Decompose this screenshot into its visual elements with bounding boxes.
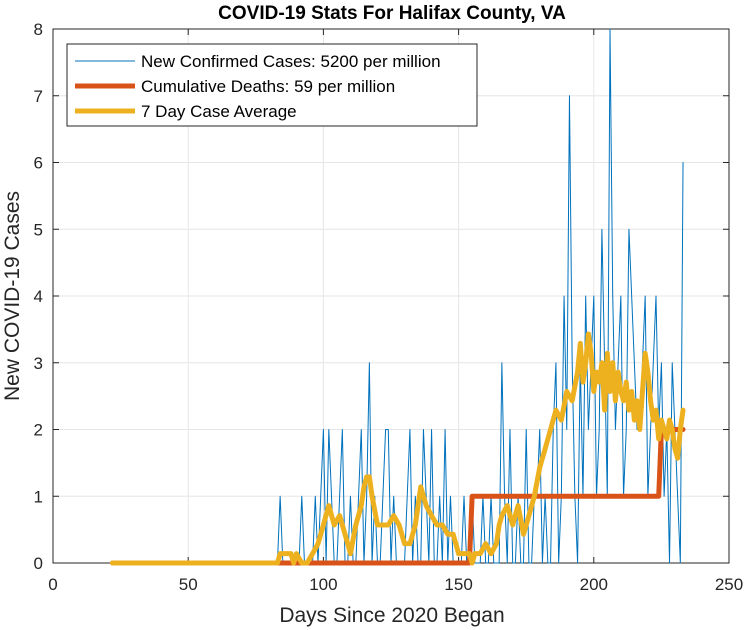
- legend-label-cumulative-deaths: Cumulative Deaths: 59 per million: [141, 77, 395, 96]
- x-tick-label: 150: [444, 575, 472, 594]
- y-tick-label: 4: [34, 287, 43, 306]
- x-tick-label: 100: [309, 575, 337, 594]
- x-tick-label: 250: [715, 575, 743, 594]
- legend-label-7day-average: 7 Day Case Average: [141, 102, 297, 121]
- series-line-new-cases: [111, 28, 684, 564]
- tick-labels: 0 50 100 150 200 250 0 1 2 3 4 5 6 7 8: [34, 20, 744, 594]
- y-tick-label: 0: [34, 554, 43, 573]
- y-axis-label: New COVID-19 Cases: [1, 191, 24, 401]
- y-tick-label: 1: [34, 487, 43, 506]
- y-tick-label: 7: [34, 87, 43, 106]
- chart-title: COVID-19 Stats For Halifax County, VA: [218, 3, 566, 24]
- series-line-7day-average: [109, 331, 686, 566]
- series-layer: [109, 28, 686, 566]
- x-tick-label: 50: [179, 575, 198, 594]
- x-axis-label: Days Since 2020 Began: [279, 604, 504, 627]
- y-tick-label: 3: [34, 354, 43, 373]
- y-tick-label: 8: [34, 20, 43, 39]
- y-tick-label: 2: [34, 421, 43, 440]
- legend: New Confirmed Cases: 5200 per million Cu…: [66, 43, 478, 127]
- y-tick-label: 5: [34, 220, 43, 239]
- x-tick-label: 0: [48, 575, 57, 594]
- legend-label-new-cases: New Confirmed Cases: 5200 per million: [141, 52, 441, 71]
- x-tick-label: 200: [580, 575, 608, 594]
- y-tick-label: 6: [34, 154, 43, 173]
